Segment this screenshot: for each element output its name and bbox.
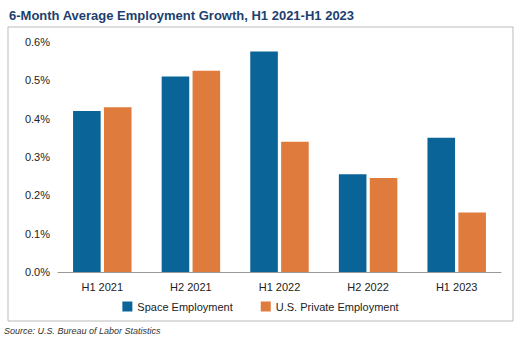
svg-text:H1 2023: H1 2023: [436, 281, 478, 293]
svg-text:0.2%: 0.2%: [25, 189, 50, 201]
svg-text:0.0%: 0.0%: [25, 266, 50, 278]
svg-text:Space Employment: Space Employment: [137, 301, 232, 313]
svg-text:U.S. Private Employment: U.S. Private Employment: [276, 301, 399, 313]
svg-text:H2 2022: H2 2022: [347, 281, 389, 293]
svg-text:0.4%: 0.4%: [25, 113, 50, 125]
svg-text:H2 2021: H2 2021: [170, 281, 212, 293]
svg-text:H1 2021: H1 2021: [82, 281, 124, 293]
svg-text:0.5%: 0.5%: [25, 74, 50, 86]
svg-text:6-Month Average Employment Gro: 6-Month Average Employment Growth, H1 20…: [9, 8, 354, 23]
svg-text:0.6%: 0.6%: [25, 36, 50, 48]
svg-text:0.1%: 0.1%: [25, 228, 50, 240]
svg-text:Source: U.S. Bureau of Labor S: Source: U.S. Bureau of Labor Statistics: [4, 326, 161, 336]
svg-text:0.3%: 0.3%: [25, 151, 50, 163]
svg-text:H1 2022: H1 2022: [259, 281, 301, 293]
